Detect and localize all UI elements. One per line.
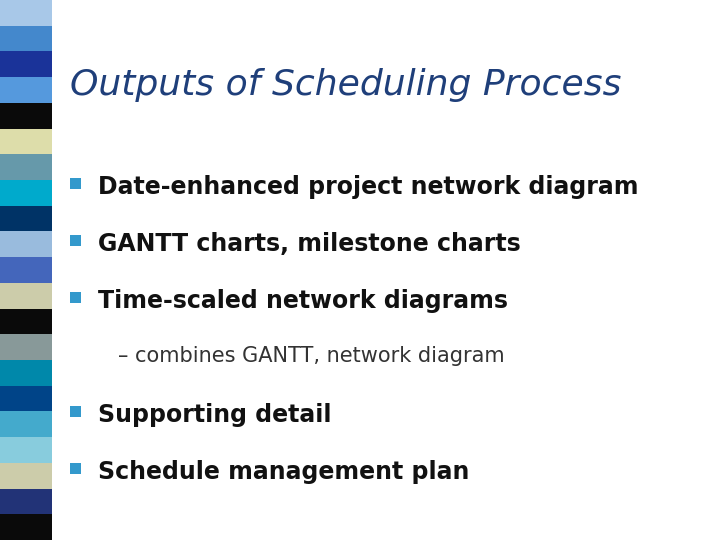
Bar <box>0 463 52 489</box>
Bar <box>0 283 52 308</box>
Bar <box>0 308 52 334</box>
Bar <box>0 129 52 154</box>
Text: Schedule management plan: Schedule management plan <box>98 460 469 484</box>
Text: Supporting detail: Supporting detail <box>98 403 331 427</box>
Bar <box>0 77 52 103</box>
Text: – combines GANTT, network diagram: – combines GANTT, network diagram <box>118 346 505 366</box>
Text: Date-enhanced project network diagram: Date-enhanced project network diagram <box>98 175 639 199</box>
Bar <box>0 360 52 386</box>
Bar <box>0 514 52 540</box>
Bar <box>70 178 81 189</box>
Bar <box>0 26 52 51</box>
Bar <box>0 206 52 232</box>
Bar <box>0 334 52 360</box>
Bar <box>0 232 52 257</box>
Bar <box>70 406 81 417</box>
Bar <box>0 180 52 206</box>
Bar <box>0 103 52 129</box>
Bar <box>0 489 52 514</box>
Text: Time-scaled network diagrams: Time-scaled network diagrams <box>98 289 508 313</box>
Bar <box>0 0 52 26</box>
Bar <box>0 437 52 463</box>
Bar <box>70 235 81 246</box>
Text: Outputs of Scheduling Process: Outputs of Scheduling Process <box>70 68 621 102</box>
Bar <box>0 411 52 437</box>
Bar <box>0 386 52 411</box>
Bar <box>0 51 52 77</box>
Bar <box>70 463 81 474</box>
Bar <box>0 154 52 180</box>
Bar <box>70 292 81 303</box>
Bar <box>0 257 52 283</box>
Text: GANTT charts, milestone charts: GANTT charts, milestone charts <box>98 232 521 256</box>
